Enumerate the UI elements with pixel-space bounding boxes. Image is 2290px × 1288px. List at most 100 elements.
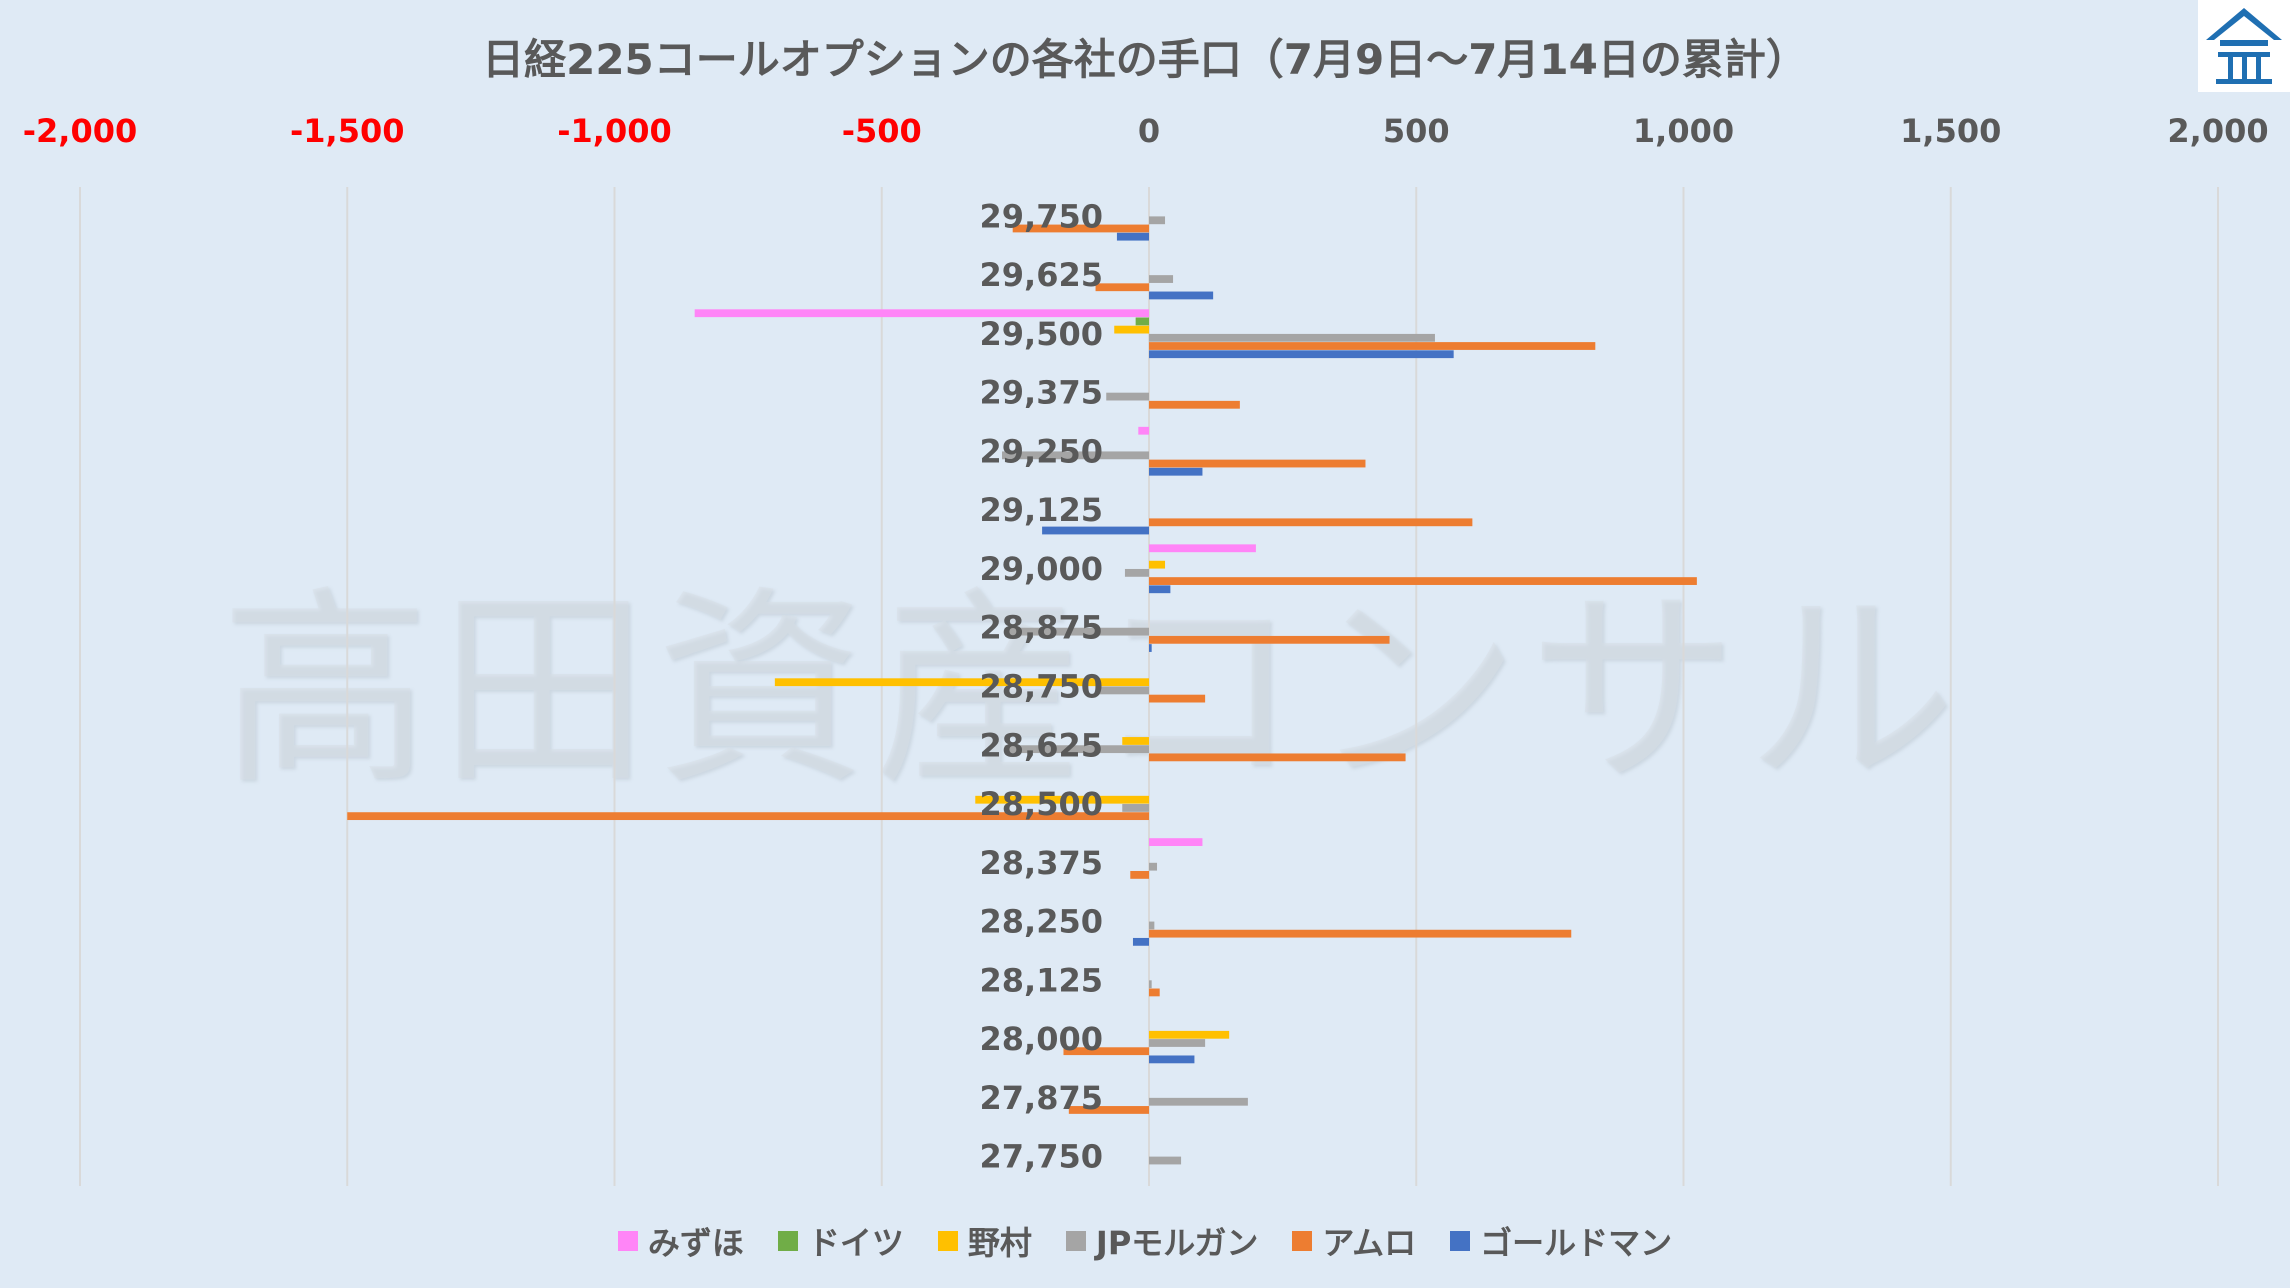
x-tick-label: 2,000 bbox=[2167, 112, 2268, 150]
bar-2-14 bbox=[1149, 1030, 1230, 1039]
x-tick-label: -1,500 bbox=[290, 112, 405, 150]
bar-2-6 bbox=[1149, 560, 1166, 569]
legend-swatch bbox=[617, 1231, 638, 1251]
category-label: 29,375 bbox=[980, 374, 1103, 412]
bar-4-15 bbox=[1068, 1106, 1149, 1114]
bar-0-4 bbox=[1138, 426, 1149, 435]
bar-3-10 bbox=[1122, 804, 1149, 812]
bar-4-10 bbox=[347, 812, 1149, 821]
bar-0-11 bbox=[1149, 838, 1203, 846]
legend-swatch bbox=[1292, 1231, 1313, 1251]
bar-4-12 bbox=[1149, 929, 1572, 938]
legend-item: ゴールドマン bbox=[1450, 1218, 1672, 1264]
legend-label: JPモルガン bbox=[1095, 1224, 1259, 1262]
bar-3-11 bbox=[1149, 862, 1158, 871]
bar-3-0 bbox=[1149, 216, 1166, 225]
bar-4-9 bbox=[1149, 753, 1406, 762]
bar-5-14 bbox=[1149, 1055, 1195, 1064]
bar-5-12 bbox=[1132, 937, 1149, 946]
category-label: 28,500 bbox=[980, 785, 1103, 823]
bar-5-5 bbox=[1042, 526, 1149, 535]
legend-label: アムロ bbox=[1322, 1224, 1417, 1262]
bar-0-6 bbox=[1149, 544, 1256, 553]
category-label: 27,875 bbox=[980, 1079, 1103, 1117]
category-label: 29,000 bbox=[980, 550, 1103, 588]
category-label: 28,875 bbox=[980, 609, 1103, 647]
bar-4-6 bbox=[1149, 577, 1697, 585]
bar-3-15 bbox=[1149, 1097, 1248, 1106]
bar-4-2 bbox=[1149, 342, 1596, 350]
category-label: 28,375 bbox=[980, 844, 1103, 882]
legend-label: みずほ bbox=[647, 1224, 744, 1262]
watermark: 高田資産コンサル bbox=[220, 568, 1965, 813]
bar-4-7 bbox=[1149, 635, 1390, 644]
bar-3-12 bbox=[1149, 921, 1155, 930]
bar-3-4 bbox=[1002, 451, 1149, 460]
x-tick-label: 1,500 bbox=[1900, 112, 2001, 150]
bar-4-5 bbox=[1149, 518, 1473, 527]
legend-swatch bbox=[777, 1231, 798, 1251]
bar-3-6 bbox=[1124, 568, 1149, 577]
category-label: 29,500 bbox=[980, 315, 1103, 353]
category-label: 28,000 bbox=[980, 1020, 1103, 1058]
category-label: 29,250 bbox=[980, 432, 1103, 470]
legend-item: 野村 bbox=[937, 1218, 1032, 1264]
chart-title: 日経225コールオプションの各社の手口（7月9日〜7月14日の累計） bbox=[482, 35, 1808, 84]
bar-3-9 bbox=[1004, 745, 1149, 754]
bar-3-14 bbox=[1149, 1039, 1206, 1047]
category-label: 29,625 bbox=[980, 256, 1103, 294]
legend-label: ゴールドマン bbox=[1480, 1224, 1673, 1262]
bar-3-7 bbox=[1004, 627, 1149, 636]
category-label: 27,750 bbox=[980, 1138, 1103, 1176]
legend-swatch bbox=[1450, 1231, 1471, 1251]
bar-5-7 bbox=[1149, 644, 1152, 652]
bar-4-14 bbox=[1063, 1047, 1149, 1056]
x-tick-label: 0 bbox=[1138, 112, 1160, 150]
category-label: 28,250 bbox=[980, 903, 1103, 941]
bar-4-3 bbox=[1149, 400, 1240, 409]
bar-4-8 bbox=[1149, 694, 1206, 703]
legend: みずほ ドイツ 野村 JPモルガン アムロ ゴールドマン bbox=[0, 1218, 2290, 1264]
bar-5-2 bbox=[1149, 350, 1454, 359]
bar-5-4 bbox=[1149, 467, 1203, 476]
bar-5-0 bbox=[1116, 232, 1149, 241]
bar-4-1 bbox=[1095, 283, 1149, 292]
bar-2-10 bbox=[975, 795, 1149, 804]
legend-label: 野村 bbox=[967, 1224, 1032, 1262]
x-tick-label: 500 bbox=[1383, 112, 1450, 150]
category-label: 28,750 bbox=[980, 668, 1103, 706]
bar-5-6 bbox=[1149, 585, 1171, 594]
legend-item: アムロ bbox=[1292, 1218, 1416, 1264]
legend-item: みずほ bbox=[617, 1218, 744, 1264]
category-label: 29,125 bbox=[980, 491, 1103, 529]
legend-label: ドイツ bbox=[807, 1224, 904, 1262]
bar-4-11 bbox=[1130, 870, 1149, 879]
legend-swatch bbox=[1065, 1231, 1086, 1251]
category-label: 29,750 bbox=[980, 197, 1103, 235]
bar-3-2 bbox=[1149, 333, 1435, 342]
legend-item: ドイツ bbox=[777, 1218, 904, 1264]
x-tick-label: -2,000 bbox=[23, 112, 138, 150]
house-logo-icon bbox=[2206, 8, 2282, 84]
bar-2-8 bbox=[774, 678, 1149, 687]
bar-1-2 bbox=[1135, 317, 1149, 326]
bar-0-2 bbox=[694, 309, 1149, 318]
x-tick-label: 1,000 bbox=[1633, 112, 1734, 150]
bar-2-9 bbox=[1122, 737, 1149, 745]
x-tick-label: -500 bbox=[842, 112, 922, 150]
bar-4-0 bbox=[1012, 224, 1149, 233]
bar-chart: -2,000 -1,500 -1,000 -500 0 500 1,000 1,500 2,00… bbox=[23, 112, 2269, 1186]
bar-4-13 bbox=[1149, 988, 1160, 997]
x-tick-label: -1,000 bbox=[557, 112, 672, 150]
legend-swatch bbox=[937, 1231, 958, 1251]
bar-3-13 bbox=[1149, 980, 1152, 989]
bar-2-2 bbox=[1114, 325, 1149, 334]
bar-4-4 bbox=[1149, 459, 1366, 468]
category-label: 28,125 bbox=[980, 961, 1103, 999]
bar-3-1 bbox=[1149, 275, 1174, 283]
bar-5-1 bbox=[1149, 291, 1214, 300]
bar-3-16 bbox=[1149, 1156, 1182, 1165]
bar-3-8 bbox=[1095, 686, 1149, 695]
logo bbox=[2198, 0, 2290, 92]
category-label: 28,625 bbox=[980, 726, 1103, 764]
